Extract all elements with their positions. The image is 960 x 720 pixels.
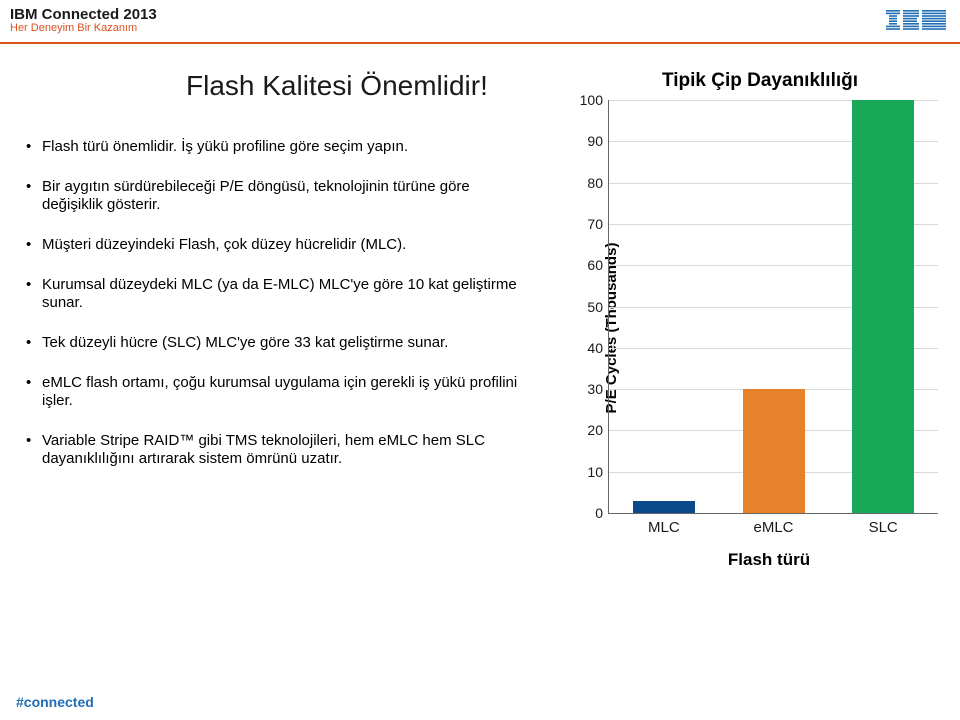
y-tick-label: 100 <box>580 92 609 108</box>
y-tick-label: 50 <box>587 299 609 315</box>
y-tick-label: 90 <box>587 133 609 149</box>
y-tick-label: 20 <box>587 422 609 438</box>
bullet-item: eMLC flash ortamı, çoğu kurumsal uygulam… <box>26 374 526 410</box>
bullet-item: Müşteri düzeyindeki Flash, çok düzey hüc… <box>26 236 526 254</box>
bullet-item: Flash türü önemlidir. İş yükü profiline … <box>26 138 526 156</box>
chart-bar <box>852 100 914 513</box>
conference-title: IBM Connected 2013 <box>10 7 157 23</box>
left-column: Flash Kalitesi Önemlidir! Flash türü öne… <box>26 70 526 558</box>
y-tick-label: 80 <box>587 175 609 191</box>
conf-bold: Connected <box>42 6 120 23</box>
x-tick-label: eMLC <box>753 513 793 536</box>
conference-branding: IBM Connected 2013 Her Deneyim Bir Kazan… <box>10 7 157 34</box>
conf-year: 2013 <box>119 6 157 23</box>
y-tick-label: 0 <box>595 505 609 521</box>
bullet-item: Kurumsal düzeydeki MLC (ya da E-MLC) MLC… <box>26 276 526 312</box>
bullet-item: Bir aygıtın sürdürebileceği P/E döngüsü,… <box>26 178 526 214</box>
conf-prefix: IBM <box>10 6 42 23</box>
chart-bar <box>633 501 695 513</box>
right-column: Tipik Çip Dayanıklılığı P/E Cycles (Thou… <box>536 70 940 558</box>
y-tick-label: 40 <box>587 340 609 356</box>
y-tick-label: 10 <box>587 464 609 480</box>
bullet-list: Flash türü önemlidir. İş yükü profiline … <box>26 138 526 468</box>
ibm-logo <box>886 10 946 32</box>
header: IBM Connected 2013 Her Deneyim Bir Kazan… <box>0 0 960 44</box>
bullet-item: Variable Stripe RAID™ gibi TMS teknoloji… <box>26 432 526 468</box>
y-tick-label: 30 <box>587 381 609 397</box>
bullet-item: Tek düzeyli hücre (SLC) MLC'ye göre 33 k… <box>26 334 526 352</box>
main-content: Flash Kalitesi Önemlidir! Flash türü öne… <box>0 44 960 568</box>
y-tick-label: 60 <box>587 257 609 273</box>
footer-hashtag: #connected <box>16 694 94 710</box>
slide-title: Flash Kalitesi Önemlidir! <box>186 70 526 102</box>
conference-subtitle: Her Deneyim Bir Kazanım <box>10 23 157 35</box>
chart-title: Tipik Çip Dayanıklılığı <box>580 70 940 92</box>
chart-area: P/E Cycles (Thousands) 01020304050607080… <box>546 98 940 558</box>
chart-bar <box>743 389 805 513</box>
chart-plot: 0102030405060708090100MLCeMLCSLC <box>608 100 938 514</box>
x-tick-label: MLC <box>648 513 680 536</box>
y-tick-label: 70 <box>587 216 609 232</box>
x-axis-label: Flash türü <box>598 550 940 570</box>
x-tick-label: SLC <box>869 513 898 536</box>
